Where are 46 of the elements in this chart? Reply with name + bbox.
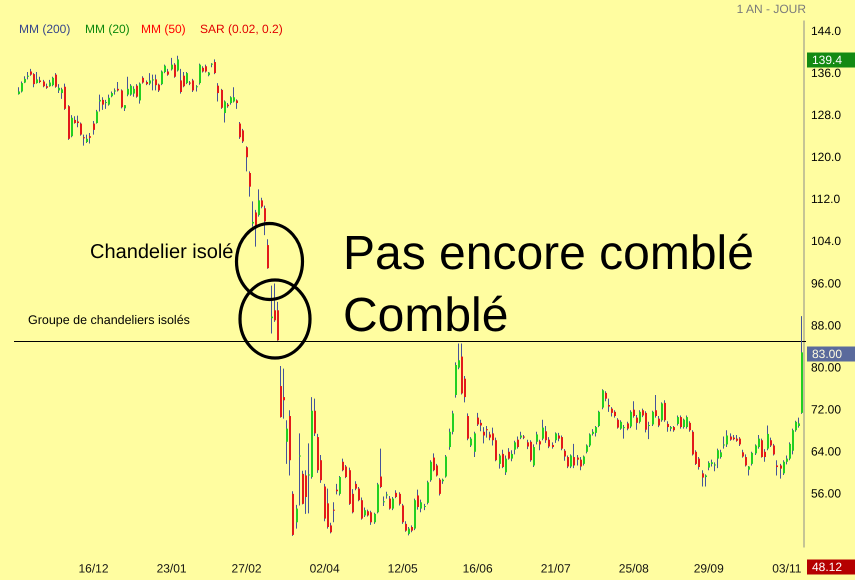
text: 83.00 [812, 346, 842, 361]
text: 1 AN - JOUR [736, 2, 806, 16]
candlestick [776, 460, 778, 476]
candlestick [333, 502, 335, 522]
candlestick [152, 74, 154, 90]
y-tick-label: 128.0 [811, 108, 842, 122]
candlestick [99, 94, 101, 112]
x-tick-label: 16/12 [78, 562, 109, 576]
candlestick [486, 426, 488, 438]
annotation: Pas encore comblé [343, 227, 754, 280]
annotation: Chandelier isolé [90, 241, 234, 263]
candlestick [648, 422, 650, 440]
annotation: MM (20) [85, 22, 130, 36]
y-tick-label: 104.0 [811, 234, 842, 248]
candlestick [608, 398, 610, 412]
candlestick [299, 433, 301, 506]
annotation: MM (200) [19, 22, 70, 36]
y-tick-label: 96.00 [811, 276, 842, 290]
y-tick-label: 88.00 [811, 318, 842, 332]
y-tick-label: 80.00 [811, 360, 842, 374]
annotation: MM (50) [141, 22, 186, 36]
x-tick-label: 27/02 [232, 562, 262, 576]
y-tick-label: 136.0 [811, 66, 842, 80]
candlestick [271, 286, 273, 334]
x-tick-label: 23/01 [156, 562, 187, 576]
annotation: Groupe de chandeliers isolés [28, 313, 190, 327]
annotation: SAR (0.02, 0.2) [200, 22, 283, 36]
y-tick-label: 64.00 [811, 444, 842, 459]
x-tick-label: 25/08 [618, 562, 650, 576]
x-tick-label: 21/07 [540, 562, 572, 576]
y-tick-label: 72.00 [811, 402, 842, 417]
y-tick-label: 56.00 [811, 486, 842, 501]
text: 48.12 [812, 560, 842, 574]
text: 139.4 [812, 52, 842, 67]
candlestick [252, 201, 254, 227]
y-tick-label: 144.0 [811, 24, 842, 38]
y-tick-label: 112.0 [811, 192, 840, 206]
candlestick [283, 368, 285, 419]
x-tick-label: 16/06 [462, 562, 493, 576]
x-tick-label: 29/09 [694, 562, 724, 576]
y-tick-label: 120.0 [811, 150, 842, 164]
x-tick-label: 02/04 [310, 562, 340, 576]
candlestick [623, 424, 625, 439]
annotation: Comblé [343, 289, 508, 342]
x-tick-label: 03/11 [772, 562, 802, 576]
x-tick-label: 12/05 [388, 562, 418, 576]
